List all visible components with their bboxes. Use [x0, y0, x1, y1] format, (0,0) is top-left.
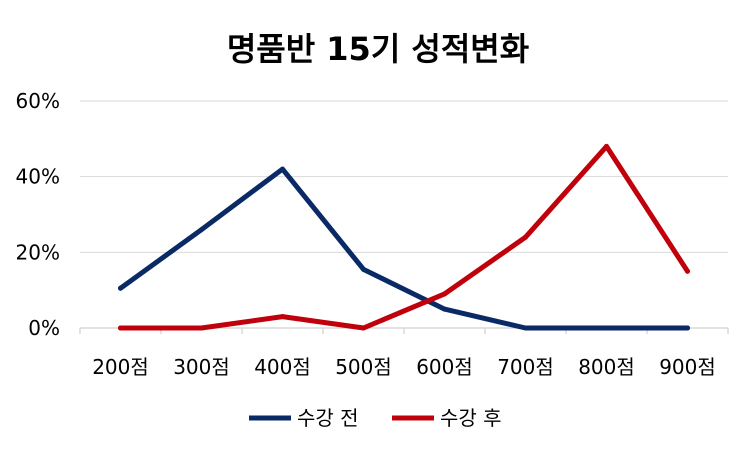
data-point: [685, 325, 690, 331]
data-point: [442, 306, 447, 312]
data-point: [118, 285, 123, 291]
y-tick-label: 20%: [16, 240, 60, 264]
data-point: [199, 227, 204, 233]
x-tick-label: 900점: [659, 355, 716, 379]
data-point: [523, 234, 528, 240]
data-point: [442, 291, 447, 297]
data-point: [604, 143, 609, 149]
series-line-1: [118, 166, 690, 331]
legend-label: 수강 전: [297, 406, 359, 430]
x-tick-label: 500점: [335, 355, 392, 379]
series-lines: [118, 143, 690, 331]
x-tick-label: 400점: [254, 355, 311, 379]
data-point: [523, 325, 528, 331]
data-point: [361, 266, 366, 272]
x-tick-label: 300점: [173, 355, 230, 379]
x-tick-label: 200점: [92, 355, 149, 379]
x-tick-label: 800점: [578, 355, 635, 379]
x-tick-label: 700점: [497, 355, 554, 379]
series-line-2: [118, 143, 690, 331]
data-point: [199, 325, 204, 331]
data-point: [361, 325, 366, 331]
data-point: [280, 314, 285, 320]
data-point: [604, 325, 609, 331]
x-tick-label: 600점: [416, 355, 473, 379]
legend: 수강 전 수강 후: [249, 406, 502, 430]
axes: 0% 20% 40% 60% 200점 300점 400점 500점 600점 700점 800점 9…: [16, 89, 729, 379]
y-tick-label: 40%: [16, 165, 60, 189]
data-point: [685, 268, 690, 274]
gridlines: [80, 100, 728, 329]
y-tick-label: 0%: [28, 316, 60, 340]
y-tick-label: 60%: [16, 89, 60, 113]
data-point: [280, 166, 285, 172]
legend-label: 수강 후: [440, 406, 502, 430]
data-point: [118, 325, 123, 331]
chart-title: 명품반 15기 성적변화: [227, 30, 529, 68]
